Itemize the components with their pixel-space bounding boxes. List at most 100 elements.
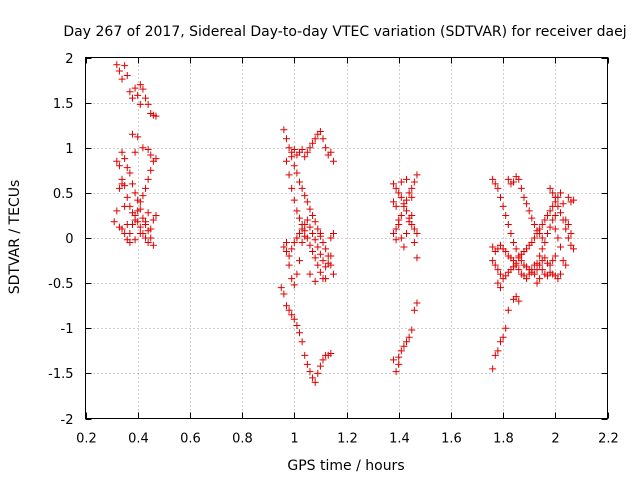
data-point [280,290,288,298]
data-point [290,315,298,323]
data-point [525,270,533,278]
data-point [110,218,118,226]
data-point [528,214,536,222]
y-tick-label: -1.5 [48,367,73,382]
data-point [327,252,335,260]
data-point [523,275,531,283]
data-point [546,184,554,192]
data-point [306,223,314,231]
data-point [392,368,400,376]
data-point [139,214,147,222]
data-point [496,193,504,201]
data-point [392,202,400,210]
data-point [123,193,131,201]
data-point [494,279,502,287]
data-point [282,302,290,310]
data-point [520,193,528,201]
data-point [306,241,314,249]
data-point [115,162,123,170]
data-point [296,214,304,222]
data-point [538,266,546,274]
data-point [536,229,544,237]
data-point [510,295,518,303]
data-point [329,229,337,237]
data-point [115,223,123,231]
data-point [329,157,337,165]
data-point [309,139,317,147]
data-point [121,202,129,210]
data-point [395,189,403,197]
data-point [123,220,131,228]
data-point [392,225,400,233]
data-point [512,261,520,269]
data-point [311,135,319,143]
x-tick-label: 0.2 [76,432,97,447]
data-point [296,257,304,265]
data-point [562,261,570,269]
data-point [494,347,502,355]
data-point [570,245,578,253]
data-point [538,234,546,242]
data-point [298,184,306,192]
y-tick-label: -1 [61,322,74,337]
data-point [118,148,126,156]
data-point [131,84,139,92]
data-point [491,261,499,269]
data-point [517,184,525,192]
data-point [285,306,293,314]
data-point [403,196,411,204]
data-point [491,180,499,188]
data-point [397,211,405,219]
y-axis-label: SDTVAR / TECUs [7,180,23,295]
data-point [322,275,330,283]
data-point [549,257,557,265]
data-point [546,261,554,269]
data-point [303,216,311,224]
data-point [515,266,523,274]
data-point [546,207,554,215]
data-point [285,171,293,179]
data-point [152,211,160,219]
chart-title: Day 267 of 2017, Sidereal Day-to-day VTE… [63,24,626,40]
y-tick-labels: -2 -1.5 -1 -0.5 0 0.5 1 1.5 2 [48,52,73,428]
x-tick-labels: 0.2 0.4 0.6 0.8 1 1.2 1.4 1.6 1.8 2 2.2 [76,432,619,447]
data-point [551,225,559,233]
data-point [290,162,298,170]
data-point [496,284,504,292]
data-point [113,207,121,215]
data-points [110,61,578,386]
data-point [121,229,129,237]
data-point [118,180,126,188]
data-point [403,207,411,215]
data-point [543,272,551,280]
data-point [564,220,572,228]
data-point [126,88,134,96]
data-point [311,218,319,226]
data-point [554,275,562,283]
data-point [319,356,327,364]
data-point [131,148,139,156]
data-point [147,166,155,174]
data-point [316,250,324,258]
data-point [389,198,397,206]
data-point [144,239,152,247]
data-point [128,130,136,138]
data-point [405,333,413,341]
data-point [541,216,549,224]
data-point [528,266,536,274]
data-point [142,94,150,102]
data-point [502,272,510,280]
y-tick-label: 1 [65,142,73,157]
data-point [309,374,317,382]
data-point [131,236,139,244]
data-point [128,94,136,102]
data-point [543,229,551,237]
data-point [134,196,142,204]
data-point [507,229,515,237]
data-point [113,157,121,165]
x-tick-label: 1.4 [389,432,410,447]
y-tick-label: 1.5 [53,97,74,112]
data-point [496,241,504,249]
data-point [144,209,152,217]
